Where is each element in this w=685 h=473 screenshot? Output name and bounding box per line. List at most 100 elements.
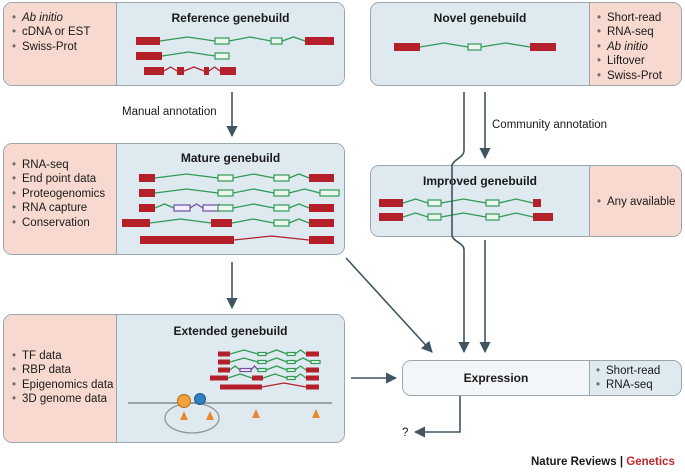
extended-transcript-exon xyxy=(218,367,230,373)
extended-transcript-exon xyxy=(306,375,319,381)
source-item: Epigenomics data xyxy=(12,378,113,393)
rbp-binding-marker xyxy=(194,393,206,405)
improved-transcript-exon xyxy=(533,213,553,221)
source-item: RBP data xyxy=(12,363,113,378)
mature-transcript-intron xyxy=(233,235,310,241)
mature-transcript-exon xyxy=(217,189,234,197)
reference-transcript-exon xyxy=(177,67,184,75)
credit-separator: | xyxy=(616,456,627,468)
reference-transcript-intron xyxy=(208,66,221,72)
epigenomic-mark xyxy=(180,411,188,420)
extended-transcript-intron xyxy=(265,357,288,363)
extended-transcript-intron xyxy=(229,357,259,363)
extended-genebuild-title: Extended genebuild xyxy=(173,324,288,338)
extended-transcript-intron xyxy=(294,349,307,355)
extended-transcript-exon xyxy=(306,384,319,390)
mature-transcript-exon xyxy=(139,174,155,182)
mature-transcript-exon xyxy=(309,174,334,182)
extended-transcript-exon xyxy=(286,351,296,357)
reference-transcript-exon xyxy=(270,37,283,45)
extended-transcript-intron xyxy=(294,373,307,379)
mature-transcript-intron xyxy=(154,173,219,179)
mature-transcript-intron xyxy=(232,173,275,179)
improved-transcript-exon xyxy=(533,199,541,207)
improved-transcript-intron xyxy=(498,198,534,204)
expression-sources-list: Short-read RNA-seq xyxy=(596,364,660,393)
mature-transcript-exon xyxy=(273,219,290,227)
source-item: Swiss-Prot xyxy=(12,40,90,55)
mature-transcript-intron xyxy=(232,203,275,209)
community-annotation-label: Community annotation xyxy=(492,119,608,131)
extended-transcript-exon xyxy=(306,351,319,357)
epigenomic-mark xyxy=(206,411,214,420)
mature-transcript-intron xyxy=(154,203,175,209)
novel-transcript-intron xyxy=(419,42,469,48)
bypass-arrow-hump xyxy=(451,92,465,251)
source-item: Swiss-Prot xyxy=(597,69,662,84)
unknown-outcome-label: ? xyxy=(402,427,409,439)
reference-transcript-exon xyxy=(144,67,164,75)
source-item: Short-read xyxy=(596,364,660,379)
improved-transcript-intron xyxy=(440,198,487,204)
reference-transcript-exon xyxy=(136,52,162,60)
improved-transcript-intron xyxy=(440,212,487,218)
reference-transcript-exon xyxy=(305,37,334,45)
extended-transcript-intron xyxy=(294,357,312,363)
expression-title: Expression xyxy=(463,371,529,385)
source-item: Any available xyxy=(597,195,675,210)
mature-transcript-intron xyxy=(232,188,275,194)
extended-transcript-exon xyxy=(218,359,230,365)
expression-panel xyxy=(403,361,589,395)
extended-transcript-exon xyxy=(210,375,228,381)
mature-transcript-exon xyxy=(211,219,232,227)
mature-transcript-intron xyxy=(231,218,275,224)
mature-transcript-exon xyxy=(309,236,334,244)
novel-genebuild-title: Novel genebuild xyxy=(433,11,527,25)
mature-transcript-intron xyxy=(288,218,310,224)
reference-sources-list: Ab initio cDNA or EST Swiss-Prot xyxy=(12,11,90,55)
mature-diagram-panel xyxy=(117,144,344,254)
extended-transcript-intron xyxy=(294,365,307,371)
source-item: cDNA or EST xyxy=(12,25,90,40)
mature-transcript-exon xyxy=(139,204,155,212)
mature-transcript-intron xyxy=(189,203,204,209)
reference-transcript-intron xyxy=(159,36,216,42)
mature-genebuild-box: Mature genebuild RNA-seq End point data … xyxy=(3,143,345,255)
chromatin-loop xyxy=(164,402,220,434)
mature-sources-list: RNA-seq End point data Proteogenomics RN… xyxy=(12,158,105,230)
novel-transcript-exon xyxy=(467,43,482,51)
mature-genebuild-title: Mature genebuild xyxy=(180,151,281,165)
mature-transcript-exon xyxy=(139,189,155,197)
improved-transcript-exon xyxy=(427,213,442,221)
improved-transcript-exon xyxy=(427,199,442,207)
mature-transcript-exon xyxy=(217,174,234,182)
epigenomic-mark xyxy=(312,409,320,418)
extended-transcript-exon xyxy=(257,351,267,357)
mature-transcript-exon xyxy=(140,236,234,244)
improved-transcript-intron xyxy=(402,198,429,204)
journal-credit: Nature Reviews | Genetics xyxy=(531,456,675,468)
mature-transcript-intron xyxy=(288,188,321,194)
novel-transcript-exon xyxy=(394,43,420,51)
extended-transcript-exon xyxy=(286,367,296,373)
reference-genebuild-title: Reference genebuild xyxy=(171,11,290,25)
novel-sources-list: Short-read RNA-seq Ab initio Liftover Sw… xyxy=(597,11,662,83)
mature-transcript-exon xyxy=(319,189,340,197)
tf-binding-marker xyxy=(177,394,191,408)
extended-transcript-exon xyxy=(286,359,296,365)
improved-transcript-exon xyxy=(485,199,500,207)
extended-transcript-exon xyxy=(220,384,262,390)
mature-transcript-exon xyxy=(122,219,150,227)
reference-transcript-exon xyxy=(204,67,209,75)
reference-transcript-intron xyxy=(161,51,216,57)
source-item: RNA capture xyxy=(12,201,105,216)
extended-transcript-exon xyxy=(310,359,321,365)
improved-transcript-exon xyxy=(379,199,403,207)
reference-transcript-intron xyxy=(183,66,205,72)
improved-transcript-intron xyxy=(402,212,429,218)
source-item: Proteogenomics xyxy=(12,187,105,202)
extended-transcript-intron xyxy=(227,373,253,379)
source-item: End point data xyxy=(12,172,105,187)
arrow-expression-to-unknown xyxy=(413,396,461,438)
